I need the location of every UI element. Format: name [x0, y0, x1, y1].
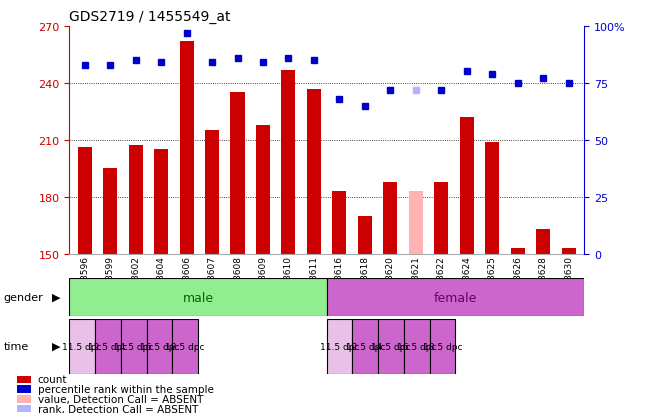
Text: male: male: [182, 291, 214, 304]
Bar: [409, 192, 423, 254]
Bar: [129, 146, 143, 254]
Text: time: time: [3, 341, 28, 351]
Bar: [281, 70, 296, 254]
Bar: [16, 405, 31, 412]
Bar: [103, 169, 117, 254]
Text: female: female: [434, 291, 477, 304]
Text: 11.5 dpc: 11.5 dpc: [63, 342, 102, 351]
Bar: [562, 248, 576, 254]
Bar: [16, 376, 31, 383]
Text: 18.5 dpc: 18.5 dpc: [423, 342, 462, 351]
Bar: [16, 395, 31, 403]
Text: 12.5 dpc: 12.5 dpc: [346, 342, 385, 351]
Bar: [230, 93, 244, 254]
Bar: [404, 319, 430, 374]
Bar: [172, 319, 198, 374]
Bar: [69, 319, 95, 374]
Text: 11.5 dpc: 11.5 dpc: [320, 342, 359, 351]
Text: ▶: ▶: [52, 292, 60, 302]
Bar: [69, 279, 327, 316]
Bar: [307, 89, 321, 254]
Text: count: count: [38, 375, 67, 385]
Bar: [383, 182, 397, 254]
Text: 16.5 dpc: 16.5 dpc: [140, 342, 179, 351]
Bar: [378, 319, 404, 374]
Bar: [154, 150, 168, 254]
Bar: [511, 248, 525, 254]
Text: 14.5 dpc: 14.5 dpc: [372, 342, 411, 351]
Bar: [147, 319, 172, 374]
Text: 16.5 dpc: 16.5 dpc: [397, 342, 436, 351]
Bar: [327, 319, 352, 374]
Text: GDS2719 / 1455549_at: GDS2719 / 1455549_at: [69, 10, 231, 24]
Text: ▶: ▶: [52, 341, 60, 351]
Bar: [78, 148, 92, 254]
Bar: [16, 385, 31, 393]
Text: value, Detection Call = ABSENT: value, Detection Call = ABSENT: [38, 394, 203, 404]
Text: 18.5 dpc: 18.5 dpc: [166, 342, 205, 351]
Text: gender: gender: [3, 292, 43, 302]
Bar: [256, 125, 270, 254]
Text: rank, Detection Call = ABSENT: rank, Detection Call = ABSENT: [38, 404, 198, 413]
Text: 12.5 dpc: 12.5 dpc: [88, 342, 127, 351]
Bar: [333, 192, 346, 254]
Text: percentile rank within the sample: percentile rank within the sample: [38, 384, 213, 394]
Bar: [95, 319, 121, 374]
Bar: [434, 182, 448, 254]
Bar: [180, 42, 193, 254]
Bar: [121, 319, 147, 374]
Bar: [537, 229, 550, 254]
Text: 14.5 dpc: 14.5 dpc: [114, 342, 153, 351]
Bar: [430, 319, 455, 374]
Bar: [358, 216, 372, 254]
Bar: [485, 142, 500, 254]
Bar: [460, 118, 474, 254]
Bar: [352, 319, 378, 374]
Bar: [205, 131, 219, 254]
Bar: [327, 279, 584, 316]
